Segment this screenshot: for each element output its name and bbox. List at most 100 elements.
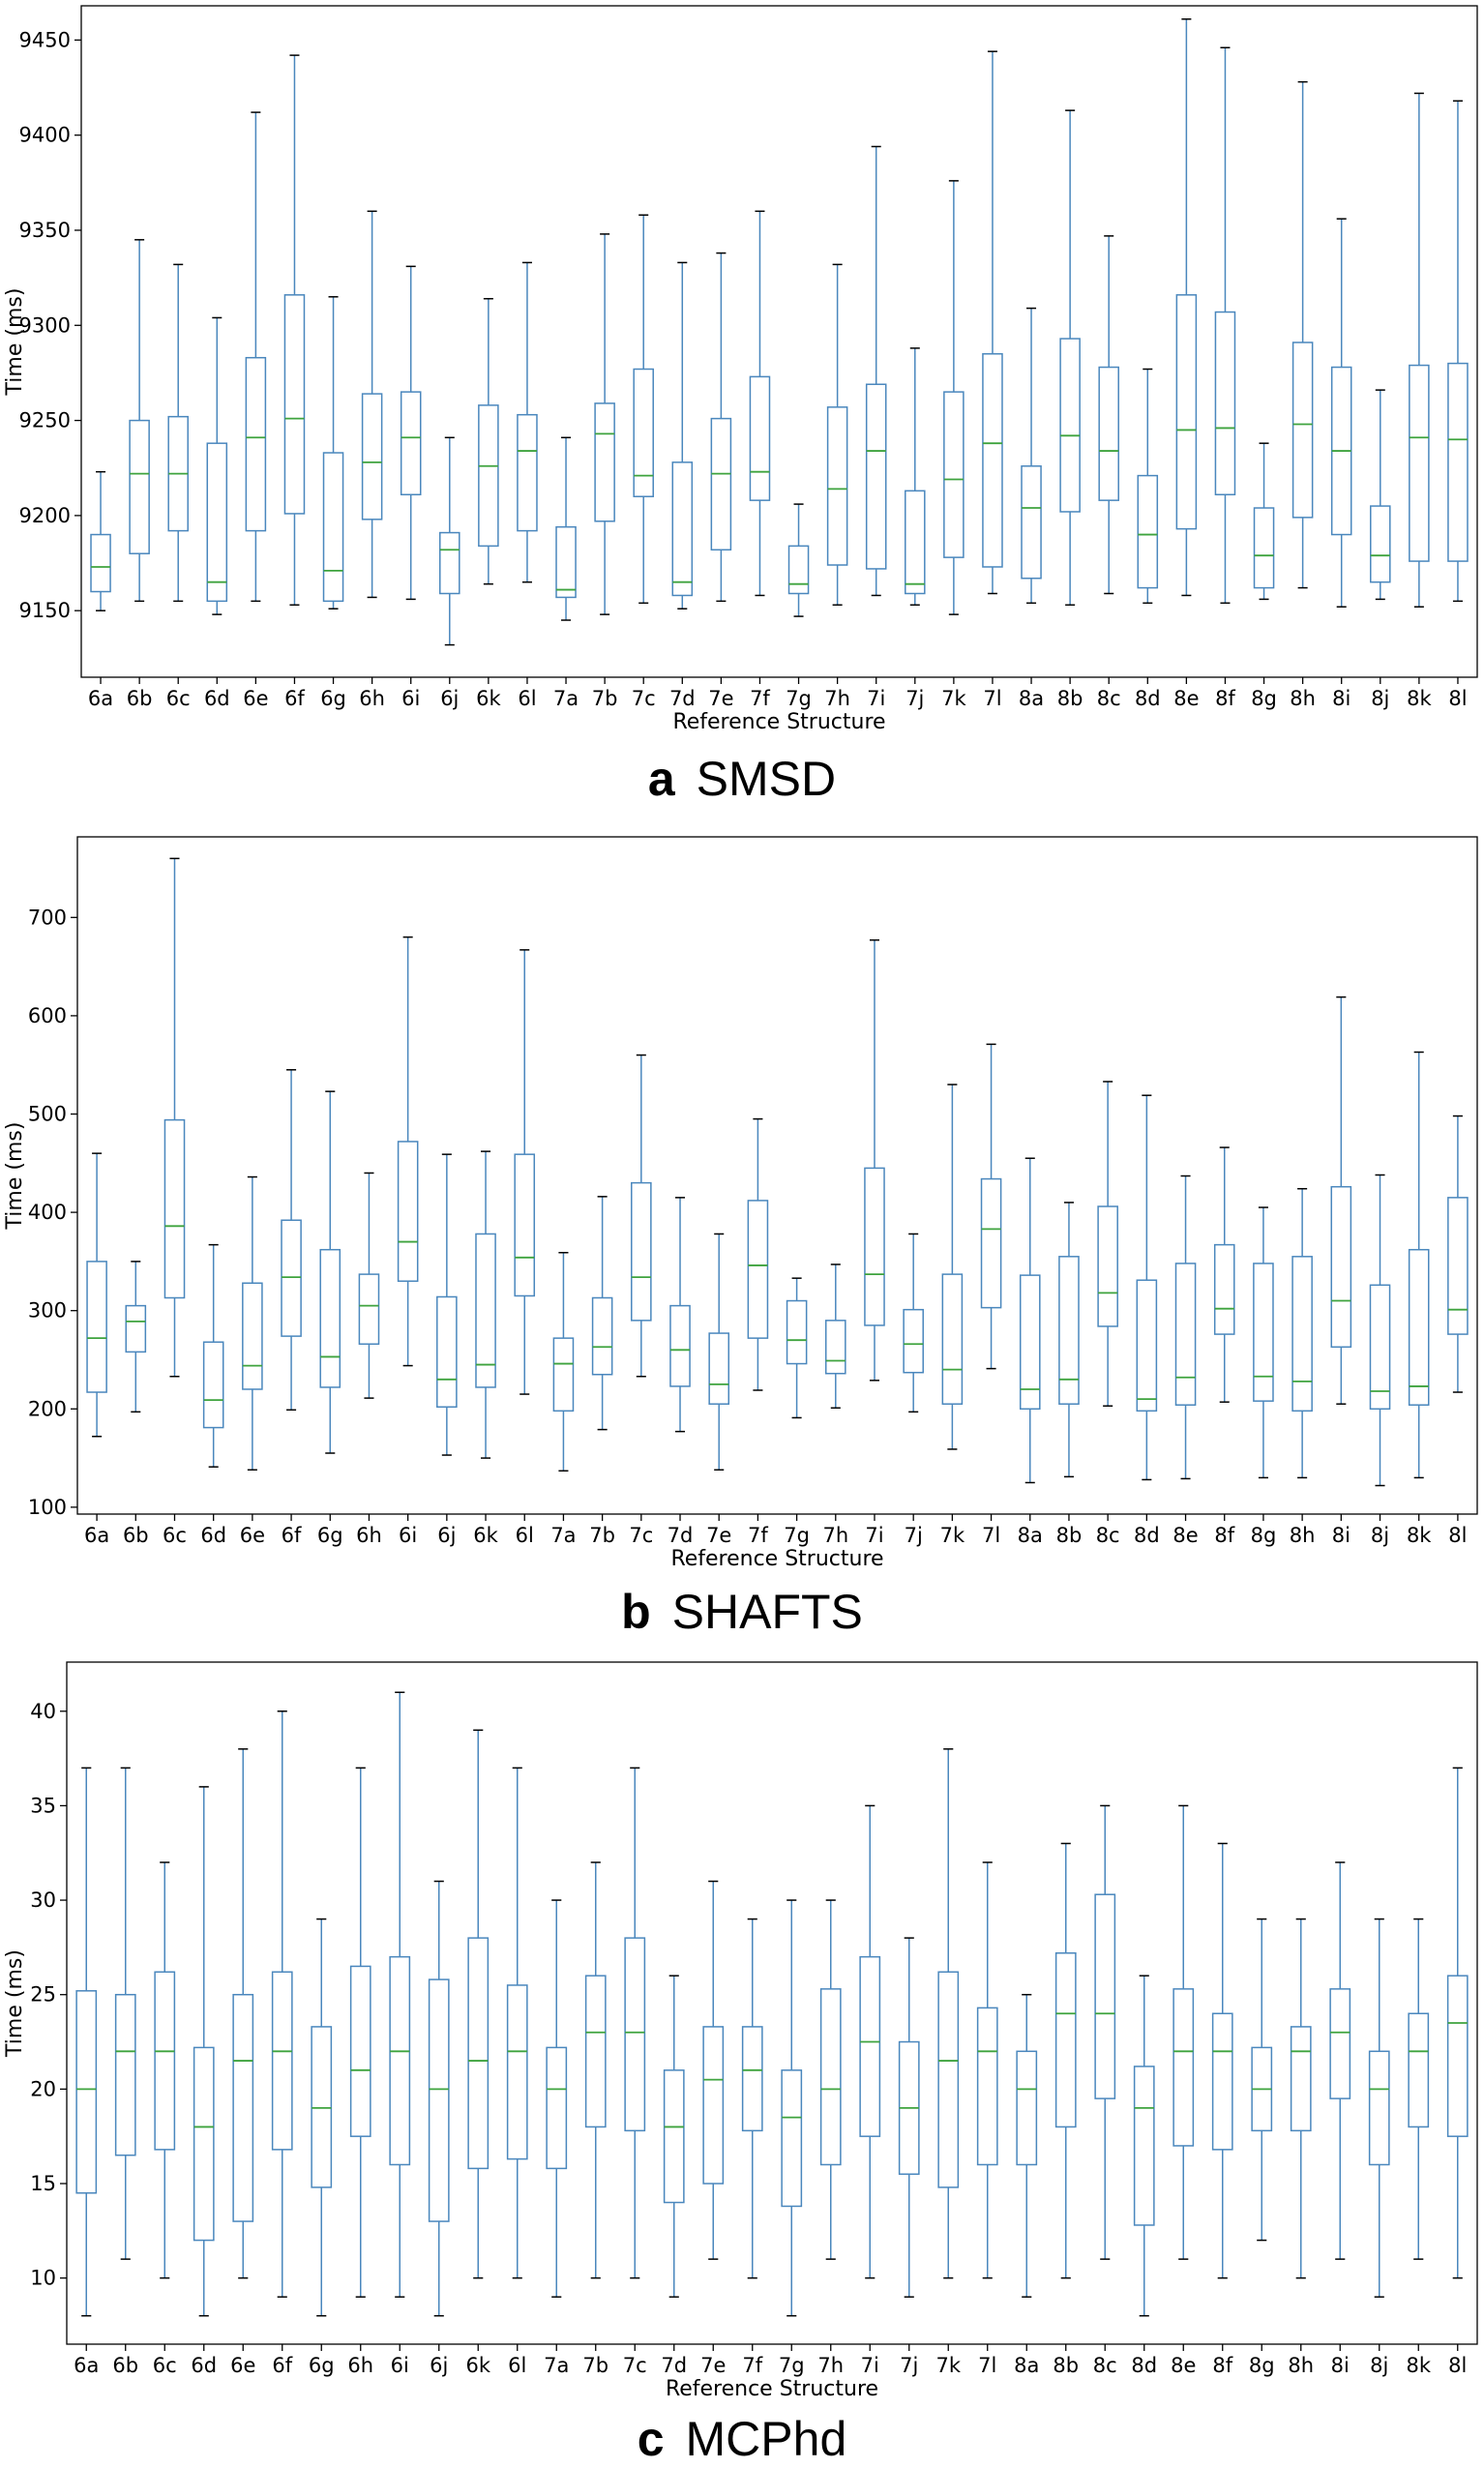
iqr-box <box>749 375 771 501</box>
x-tick-label: 6j <box>440 687 459 710</box>
panel-a-smsd-chart: 9150 9200 9250 9300 9350 9400 9450 6a 6b 6c 6d 6e 6f… <box>3 5 1478 734</box>
box-6i <box>400 265 422 601</box>
iqr-box <box>400 391 422 496</box>
x-tick-label: 8k <box>1406 2354 1431 2377</box>
x-tick-label: 8c <box>1093 2354 1117 2377</box>
box-6j <box>439 436 460 646</box>
iqr-box <box>1019 1274 1041 1411</box>
box-8l <box>1447 100 1469 603</box>
iqr-box <box>594 402 615 522</box>
y-tick-label: 700 <box>28 906 67 929</box>
box-8e <box>1175 18 1198 597</box>
box-7d <box>669 1197 691 1433</box>
panel-c-mcphd-chart: 10 15 20 25 30 35 40 6a 6b 6c 6d 6e 6f 6g 6h 6i 6j 6k 6l 7a… <box>3 1661 1478 2401</box>
x-tick-label: 7j <box>905 687 924 710</box>
box-7l <box>980 1043 1002 1370</box>
x-axis-title: Reference Structure <box>670 1547 883 1571</box>
iqr-box <box>943 391 965 558</box>
x-tick-label: 8l <box>1448 2354 1467 2377</box>
box-8j <box>1370 389 1391 601</box>
iqr-box <box>232 1993 254 2222</box>
y-tick-label: 20 <box>30 2077 56 2100</box>
iqr-box <box>319 1248 341 1388</box>
box-7b <box>594 233 615 615</box>
panel-a-letter: a <box>648 752 676 806</box>
plot-frame <box>66 1661 1478 2345</box>
iqr-box <box>439 531 460 595</box>
x-tick-label: 8l <box>1448 1524 1467 1547</box>
box-6h <box>361 210 383 599</box>
iqr-box <box>1370 505 1391 583</box>
box-8f <box>1211 1842 1233 2279</box>
x-tick-label: 6l <box>516 1524 534 1547</box>
iqr-box <box>436 1295 458 1409</box>
x-tick-label: 8k <box>1407 1524 1432 1547</box>
box-6a <box>86 1152 107 1438</box>
iqr-box <box>1330 1185 1352 1349</box>
box-8b <box>1054 1842 1077 2279</box>
box-6e <box>242 1175 263 1472</box>
iqr-box <box>506 1984 528 2160</box>
iqr-box <box>786 1299 808 1365</box>
box-8g <box>1253 442 1275 601</box>
box-7l <box>976 1861 998 2279</box>
box-8j <box>1368 1918 1390 2298</box>
iqr-box <box>311 2026 333 2188</box>
x-tick-label: 6j <box>437 1524 456 1547</box>
x-tick-label: 7e <box>708 687 733 710</box>
iqr-box <box>1098 366 1119 501</box>
iqr-box <box>824 1320 846 1375</box>
box-6d <box>206 316 228 615</box>
x-tick-label: 7c <box>632 687 656 710</box>
iqr-box <box>1136 1279 1158 1412</box>
iqr-box <box>478 404 499 548</box>
box-6d <box>202 1243 224 1468</box>
y-tick-label: 15 <box>30 2172 56 2195</box>
x-tick-label: 8g <box>1251 687 1277 710</box>
box-8i <box>1329 1861 1351 2260</box>
x-tick-label: 7i <box>867 687 885 710</box>
x-tick-label: 8e <box>1171 2354 1196 2377</box>
panel-c-caption: c MCPhd <box>638 2412 847 2466</box>
panel-b-name: SHAFTS <box>672 1585 863 1639</box>
y-tick-label: 30 <box>30 1888 56 1912</box>
box-8e <box>1172 1804 1195 2260</box>
x-tick-label: 7a <box>553 687 579 710</box>
x-tick-label: 6h <box>347 2354 373 2377</box>
box-6k <box>467 1729 490 2279</box>
box-7e <box>708 1233 730 1472</box>
x-tick-label: 8i <box>1332 687 1350 710</box>
iqr-box <box>584 1975 607 2128</box>
iqr-box <box>741 2026 763 2132</box>
box-6f <box>281 1069 302 1412</box>
x-tick-label: 7k <box>935 2354 961 2377</box>
x-tick-label: 7i <box>861 2354 879 2377</box>
x-tick-label: 8b <box>1053 2354 1079 2377</box>
iqr-box <box>624 1937 646 2132</box>
box-8c <box>1094 1804 1116 2260</box>
x-tick-label: 8a <box>1019 687 1044 710</box>
x-tick-label: 8a <box>1014 2354 1039 2377</box>
box-8f <box>1214 46 1236 605</box>
x-tick-label: 8i <box>1332 1524 1350 1547</box>
x-tick-label: 7f <box>748 1524 768 1547</box>
y-tick-label: 9300 <box>19 313 71 337</box>
box-6a <box>75 1767 98 2317</box>
x-tick-label: 7h <box>822 1524 848 1547</box>
iqr-box <box>1058 1256 1080 1405</box>
box-7c <box>624 1767 646 2279</box>
x-tick-label: 8c <box>1096 1524 1120 1547</box>
x-tick-label: 8i <box>1331 2354 1350 2377</box>
x-tick-label: 8g <box>1249 2354 1275 2377</box>
x-tick-label: 7l <box>983 687 1001 710</box>
box-8a <box>1019 1157 1041 1484</box>
box-8h <box>1291 80 1314 589</box>
iqr-box <box>903 1308 924 1374</box>
box-6e <box>245 111 267 603</box>
iqr-box <box>75 1990 98 2194</box>
x-tick-label: 8d <box>1134 1524 1160 1547</box>
iqr-box <box>283 294 306 515</box>
x-tick-label: 6c <box>166 687 191 710</box>
box-8i <box>1330 218 1352 609</box>
